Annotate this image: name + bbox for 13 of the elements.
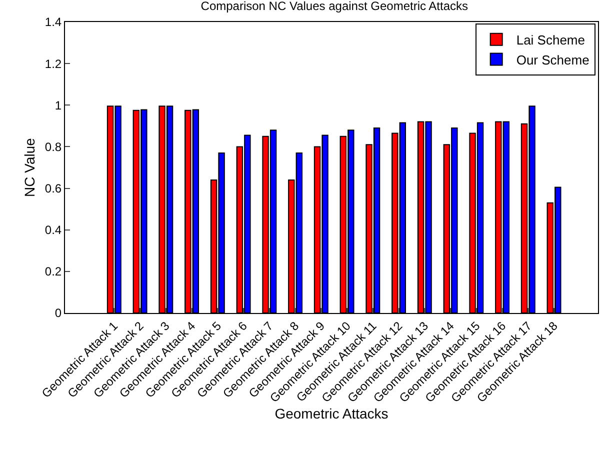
y-tick-label: 1.4 — [44, 15, 62, 30]
y-tick-label: 1.2 — [44, 56, 62, 71]
legend-label: Our Scheme — [516, 52, 590, 68]
chart-title: Comparison NC Values against Geometric Attacks — [200, 0, 468, 13]
y-tick-label: 0.4 — [44, 223, 62, 238]
y-tick-label: 0.2 — [44, 264, 62, 279]
y-axis-title: NC Value — [22, 138, 38, 197]
y-tick-label: 0.6 — [44, 181, 62, 196]
y-tick-label: 0.8 — [44, 140, 62, 154]
legend-label: Lai Scheme — [516, 32, 585, 48]
y-tick-label: 1 — [54, 98, 62, 112]
x-axis-title: Geometric Attacks — [274, 405, 388, 422]
y-tick-label: 0 — [54, 306, 62, 320]
